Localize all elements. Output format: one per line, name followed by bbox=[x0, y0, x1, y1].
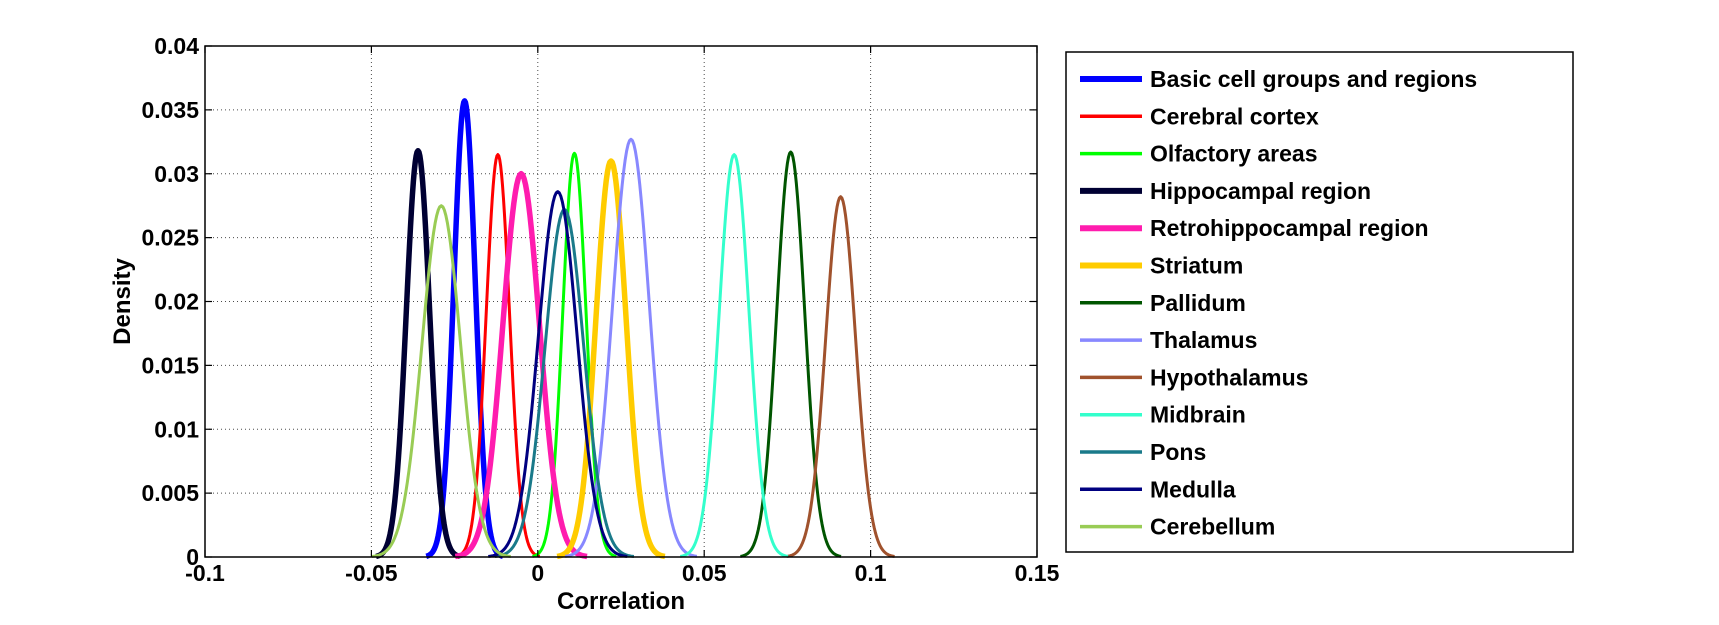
legend-entry-label: Basic cell groups and regions bbox=[1150, 66, 1477, 92]
density-curves bbox=[371, 98, 895, 560]
legend-entry-label: Striatum bbox=[1150, 253, 1243, 279]
x-tick-label: 0.1 bbox=[855, 560, 887, 586]
legend-entry-label: Pons bbox=[1150, 439, 1206, 465]
x-tick-label: 0.05 bbox=[682, 560, 727, 586]
density-curve bbox=[455, 153, 541, 558]
y-tick-label: 0.015 bbox=[141, 352, 199, 378]
grid bbox=[205, 46, 1037, 557]
legend-entry-label: Cerebellum bbox=[1150, 514, 1275, 540]
density-curve bbox=[786, 195, 895, 558]
y-tick-label: 0.03 bbox=[154, 161, 199, 187]
axis-ticks: -0.1 -0.05 0 0.05 0.1 0.15 0 0.005 0.01 0.015 0.02… bbox=[141, 33, 1059, 586]
legend-entry-label: Hypothalamus bbox=[1150, 364, 1308, 390]
y-tick-label: 0.02 bbox=[154, 289, 199, 315]
density-curve bbox=[488, 190, 628, 558]
y-tick-label: 0.01 bbox=[154, 416, 199, 442]
x-tick-label: 0 bbox=[531, 560, 544, 586]
density-curve bbox=[564, 137, 698, 558]
y-tick-label: 0.04 bbox=[154, 33, 199, 59]
legend-entry-label: Thalamus bbox=[1150, 327, 1257, 353]
legend-entry-label: Medulla bbox=[1150, 476, 1236, 502]
y-tick-label: 0.005 bbox=[141, 480, 199, 506]
density-curve bbox=[371, 204, 511, 558]
legend-entry-label: Retrohippocampal region bbox=[1150, 215, 1429, 241]
x-axis-label: Correlation bbox=[557, 588, 685, 615]
legend-entry-label: Midbrain bbox=[1150, 402, 1246, 428]
density-curve bbox=[740, 150, 842, 558]
legend-box bbox=[1065, 51, 1574, 553]
density-curve bbox=[453, 171, 589, 560]
legend-entry-label: Olfactory areas bbox=[1150, 141, 1317, 167]
y-tick-label: 0 bbox=[186, 544, 199, 570]
density-curve bbox=[679, 153, 789, 558]
legend-entry-label: Pallidum bbox=[1150, 290, 1246, 316]
density-curve bbox=[555, 158, 667, 560]
y-tick-label: 0.035 bbox=[141, 97, 199, 123]
legend-entry-label: Cerebral cortex bbox=[1150, 103, 1319, 129]
density-curve bbox=[424, 98, 505, 559]
density-curve bbox=[374, 148, 462, 560]
y-tick-label: 0.025 bbox=[141, 225, 199, 251]
x-tick-label: 0.15 bbox=[1015, 560, 1060, 586]
legend: Basic cell groups and regions Cerebral co… bbox=[1065, 51, 1574, 553]
x-tick-label: -0.05 bbox=[345, 560, 398, 586]
legend-entry-label: Hippocampal region bbox=[1150, 178, 1371, 204]
x-tick-label: -0.1 bbox=[185, 560, 225, 586]
y-axis-label: Density bbox=[109, 258, 136, 345]
